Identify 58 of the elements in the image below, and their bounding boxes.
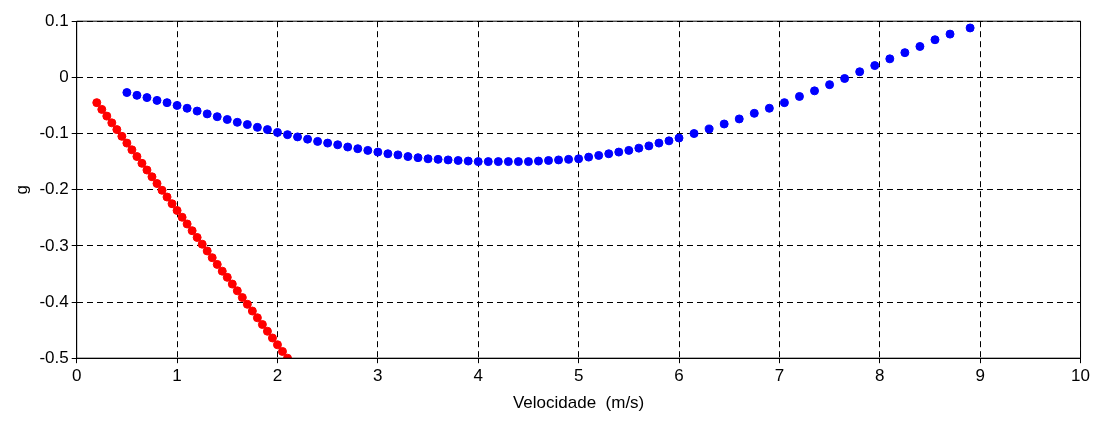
y-tick-label: -0.5 — [39, 347, 69, 367]
point — [152, 179, 162, 189]
point — [157, 185, 167, 195]
point — [237, 293, 247, 303]
point — [162, 192, 172, 202]
point — [122, 138, 132, 148]
x-tick-label: 2 — [272, 366, 283, 386]
y-tick-label: -0.4 — [39, 291, 69, 311]
point — [102, 111, 112, 121]
point — [242, 299, 252, 309]
x-tick-label: 6 — [674, 366, 684, 386]
point — [277, 346, 287, 356]
x-tick-label: 10 — [1071, 366, 1091, 386]
y-tick-label: 0 — [59, 67, 69, 87]
point — [192, 232, 202, 242]
point — [132, 152, 142, 162]
x-tick-label: 4 — [473, 366, 483, 386]
point — [267, 333, 277, 343]
point — [232, 286, 242, 296]
point — [257, 320, 267, 329]
point — [212, 259, 222, 269]
point — [252, 313, 262, 323]
point — [147, 172, 157, 182]
point — [127, 145, 137, 155]
y-tick-label: 0.1 — [45, 10, 69, 30]
point — [182, 219, 192, 229]
point — [247, 306, 257, 316]
point — [92, 98, 102, 108]
x-axis-title: Velocidade (m/s) — [512, 393, 645, 413]
point — [177, 212, 187, 222]
point — [227, 279, 237, 289]
y-tick-label: -0.1 — [39, 123, 69, 143]
point — [137, 158, 147, 168]
x-tick-label: 9 — [975, 366, 985, 386]
point — [187, 226, 197, 236]
x-tick-label: 1 — [172, 366, 182, 386]
point — [202, 246, 212, 256]
point — [112, 125, 122, 135]
point — [172, 205, 182, 215]
point — [217, 266, 227, 276]
point — [262, 326, 272, 336]
point — [207, 253, 217, 263]
y-axis-title: g — [11, 184, 31, 195]
point — [117, 131, 127, 141]
point — [142, 165, 152, 175]
x-tick-label: 0 — [71, 366, 82, 386]
point — [107, 118, 117, 128]
x-tick-label: 8 — [875, 366, 885, 386]
point — [222, 272, 232, 282]
point — [197, 239, 207, 249]
point — [167, 199, 177, 209]
y-tick-label: -0.3 — [39, 235, 69, 255]
y-tick-label: -0.2 — [39, 179, 69, 199]
point — [272, 340, 282, 350]
x-tick-label: 5 — [573, 366, 584, 386]
point — [97, 104, 107, 114]
x-tick-label: 7 — [774, 366, 785, 386]
x-tick-label: 3 — [373, 366, 383, 386]
